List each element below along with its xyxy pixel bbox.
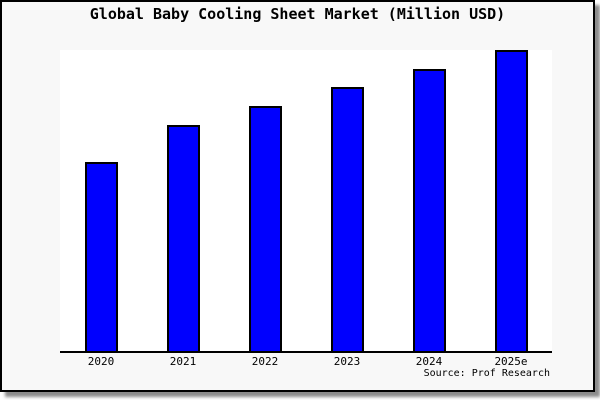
bar-2023: [330, 87, 364, 351]
bar-2024: [412, 69, 446, 351]
source-note: Source: Prof Research: [423, 368, 550, 379]
x-tick-label-2024: 2024: [415, 355, 443, 368]
x-tick-label-2022: 2022: [251, 355, 279, 368]
bar-slot-2025e: [470, 50, 552, 351]
bar-2022: [248, 106, 282, 351]
bar-slot-2020: [60, 50, 142, 351]
plot-area: [60, 50, 552, 353]
chart-title: Global Baby Cooling Sheet Market (Millio…: [89, 5, 506, 23]
x-tick-label-2023: 2023: [333, 355, 361, 368]
chart-card: Global Baby Cooling Sheet Market (Millio…: [0, 0, 595, 392]
bar-slot-2022: [224, 50, 306, 351]
bar-slot-2021: [142, 50, 224, 351]
bar-2021: [166, 125, 200, 351]
bar-slot-2024: [388, 50, 470, 351]
x-tick-label-2025e: 2025e: [494, 355, 528, 368]
x-tick-label-2020: 2020: [87, 355, 115, 368]
x-axis-tick-labels: 2020 2021 2022 2023 2024 2025e: [60, 355, 552, 368]
bar-2025e: [494, 50, 528, 351]
bar-slot-2023: [306, 50, 388, 351]
bar-2020: [84, 162, 118, 351]
x-tick-label-2021: 2021: [169, 355, 197, 368]
